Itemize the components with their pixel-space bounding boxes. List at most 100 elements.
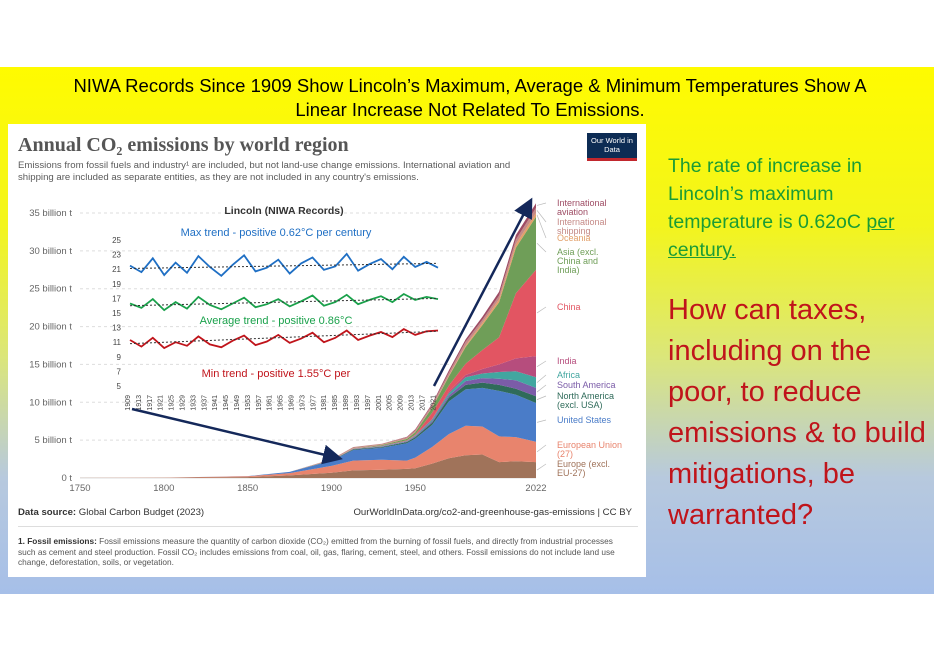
- legend-label-line: India): [557, 265, 580, 275]
- inset-x-tick: 1913: [136, 395, 143, 411]
- tax-question: How can taxes, including on the poor, to…: [668, 294, 926, 531]
- inset-x-tick: 1937: [201, 395, 208, 411]
- legend-label-line: China: [557, 302, 581, 312]
- inset-y-tick: 23: [112, 251, 121, 260]
- inset-y-tick: 11: [113, 338, 122, 347]
- legend-label-europe-excl-eu-27-: Europe (excl. EU-27): [557, 459, 610, 478]
- inset-series-average: [129, 292, 439, 312]
- x-tick-label: 2022: [525, 483, 546, 494]
- inset-x-tick: 1989: [343, 395, 350, 411]
- x-tick-label: 1750: [69, 483, 90, 494]
- inset-trend-average: [129, 297, 439, 307]
- inset-x-tick: 1957: [256, 395, 263, 411]
- inset-x-tick: 1909: [125, 395, 132, 411]
- x-tick-label: 1850: [237, 483, 258, 494]
- legend-label-line: Asia (excl.: [557, 247, 599, 257]
- source-url: OurWorldInData.org/co2-and-greenhouse-ga…: [353, 507, 632, 518]
- x-tick-label: 1800: [153, 483, 174, 494]
- legend-connector-oceania: [536, 214, 547, 239]
- area-european-union-27-: [80, 425, 536, 478]
- inset-x-tick: 1981: [321, 395, 328, 411]
- headline-line-2: Linear Increase Not Related To Emissions…: [295, 99, 645, 120]
- footnote-text: Fossil emissions measure the quantity of…: [18, 536, 615, 567]
- inset-x-tick: 1977: [310, 395, 317, 411]
- legend-label-line: (27): [557, 449, 573, 459]
- inset-y-tick: 5: [117, 382, 122, 391]
- inset-x-tick: 2009: [398, 395, 405, 411]
- legend-connector-india: [536, 360, 547, 367]
- legend-label-north-america-excl-usa-: North America (excl. USA): [557, 391, 614, 410]
- inset-x-tick: 1969: [289, 395, 296, 411]
- legend-label-line: United States: [557, 415, 612, 425]
- inset-y-tick: 7: [117, 367, 122, 376]
- inset-x-tick: 2005: [387, 395, 394, 411]
- inset-x-tick: 1993: [354, 395, 361, 411]
- slide-headline: NIWA Records Since 1909 Show Lincoln’s M…: [20, 74, 920, 122]
- inset-y-tick: 25: [112, 236, 121, 245]
- inset-y-tick: 13: [112, 324, 121, 333]
- legend-connector-asia-excl-china-and-india-: [536, 243, 547, 253]
- legend-label-asia-excl-china-and-india-: Asia (excl. China and India): [557, 247, 599, 275]
- x-tick-label: 1950: [405, 483, 426, 494]
- legend-label-line: International: [557, 217, 607, 227]
- legend-connector-africa: [536, 374, 547, 383]
- legend-connector-south-america: [536, 384, 547, 393]
- inset-title: Lincoln (NIWA Records): [224, 205, 343, 217]
- legend-label-china: China: [557, 302, 581, 312]
- source-text: Global Carbon Budget (2023): [78, 507, 205, 518]
- inset-x-tick: 1973: [299, 395, 306, 411]
- annotation-arrow-recent: [432, 197, 533, 387]
- data-source: Data source: Global Carbon Budget (2023): [18, 507, 204, 518]
- legend-connector-europe-excl-eu-27-: [536, 463, 547, 471]
- inset-x-tick: 1933: [190, 395, 197, 411]
- legend-label-africa: Africa: [557, 370, 580, 380]
- footnote-label: 1. Fossil emissions:: [18, 536, 97, 546]
- legend-connector-international-aviation: [536, 202, 547, 206]
- legend-label-line: shipping: [557, 226, 591, 236]
- legend-label-line: EU-27): [557, 468, 586, 478]
- inset-y-tick: 9: [117, 353, 122, 362]
- legend-label-line: Europe (excl.: [557, 459, 610, 469]
- legend-label-line: European Union: [557, 440, 622, 450]
- footer-divider: [18, 526, 638, 527]
- inset-x-tick: 2021: [430, 395, 437, 411]
- legend-connector-international-shipping: [536, 210, 547, 223]
- y-tick-label: 25 billion t: [29, 284, 72, 295]
- legend-label-line: Africa: [557, 370, 580, 380]
- inset-x-tick: 1925: [169, 395, 176, 411]
- chart-title: Annual CO₂ emissions by world region: [18, 134, 349, 156]
- legend-label-line: China and: [557, 256, 598, 266]
- legend-label-line: aviation: [557, 207, 588, 217]
- y-tick-label: 5 billion t: [35, 435, 73, 446]
- area-europe-excl-eu-27-: [80, 454, 536, 478]
- owid-logo: Our World in Data: [587, 133, 637, 161]
- legend-label-line: International: [557, 198, 607, 208]
- y-tick-label: 0 t: [61, 473, 72, 484]
- area-india: [80, 356, 536, 478]
- legend-label-international-shipping: International shipping: [557, 217, 607, 236]
- inset-x-tick: 1953: [245, 395, 252, 411]
- inset-x-tick: 1921: [158, 395, 165, 411]
- legend-label-south-america: South America: [557, 380, 616, 390]
- legend-label-united-states: United States: [557, 415, 612, 425]
- footnote: 1. Fossil emissions: Fossil emissions me…: [18, 536, 618, 568]
- rate-statement-text: The rate of increase in Lincoln’s maximu…: [668, 155, 863, 233]
- inset-x-tick: 1941: [212, 395, 219, 411]
- x-tick-label: 1900: [321, 483, 342, 494]
- legend-connector-european-union-27-: [536, 444, 547, 453]
- area-united-states: [80, 387, 536, 478]
- legend-label-india: India: [557, 356, 577, 366]
- rate-statement: The rate of increase in Lincoln’s maximu…: [668, 152, 926, 264]
- y-tick-label: 35 billion t: [29, 208, 72, 219]
- source-label: Data source:: [18, 507, 77, 518]
- inset-x-tick: 1985: [332, 395, 339, 411]
- inset-trend-label-min: Min trend - positive 1.55°C per: [202, 368, 351, 380]
- y-tick-label: 10 billion t: [29, 397, 72, 408]
- inset-series-max: [129, 252, 439, 277]
- inset-y-tick: 21: [112, 265, 121, 274]
- legend-label-european-union-27-: European Union (27): [557, 440, 622, 459]
- legend-connector-china: [536, 306, 547, 314]
- chart-subtitle: Emissions from fossil fuels and industry…: [18, 160, 511, 183]
- legend-label-international-aviation: International aviation: [557, 198, 607, 217]
- inset-x-tick: 1929: [180, 395, 187, 411]
